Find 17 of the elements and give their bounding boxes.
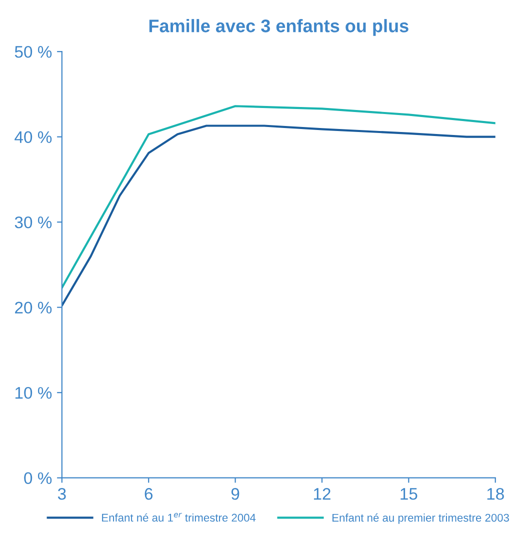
y-tick-label: 10 % bbox=[15, 386, 52, 399]
y-tick-label: 0 % bbox=[24, 472, 52, 484]
line-series bbox=[62, 105, 496, 289]
y-tick-label: 40 % bbox=[14, 131, 52, 144]
x-tick-label: 3 bbox=[58, 488, 66, 500]
y-tick-label: 30 % bbox=[14, 216, 52, 228]
line-series bbox=[62, 124, 496, 307]
y-tick-label: 50 % bbox=[14, 46, 52, 58]
x-tick-label: 9 bbox=[231, 488, 240, 500]
y-tick-label: 20 % bbox=[15, 302, 52, 314]
chart-title: Famille avec 3 enfants ou plus bbox=[149, 19, 408, 36]
x-tick-label: 12 bbox=[314, 488, 330, 500]
legend-label: Enfant né au 1$^{er}$ trimestre 2004 bbox=[102, 512, 256, 522]
x-tick-label: 18 bbox=[487, 488, 504, 500]
x-tick-label: 6 bbox=[144, 488, 153, 500]
x-tick-label: 15 bbox=[400, 488, 418, 500]
legend-label: Enfant né au premier trimestre 2003 bbox=[332, 513, 509, 524]
